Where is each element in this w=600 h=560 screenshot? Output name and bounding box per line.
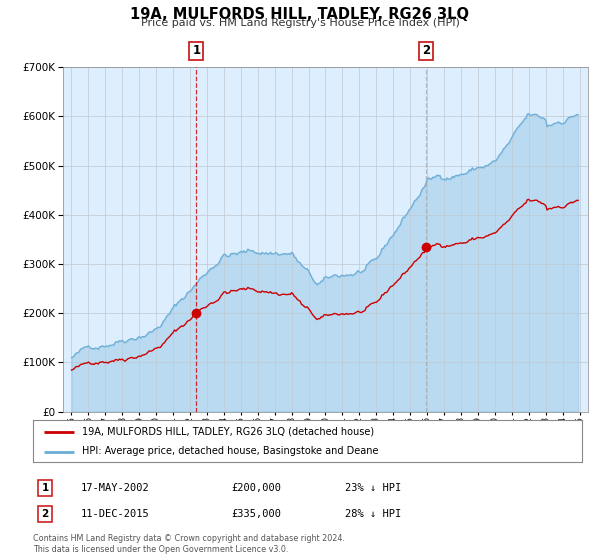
Text: 28% ↓ HPI: 28% ↓ HPI xyxy=(345,509,401,519)
Text: 11-DEC-2015: 11-DEC-2015 xyxy=(81,509,150,519)
Text: 17-MAY-2002: 17-MAY-2002 xyxy=(81,483,150,493)
Text: 2: 2 xyxy=(41,509,49,519)
Text: 2: 2 xyxy=(422,44,430,58)
Text: 1: 1 xyxy=(192,44,200,58)
Text: £200,000: £200,000 xyxy=(231,483,281,493)
Text: 1: 1 xyxy=(41,483,49,493)
Text: This data is licensed under the Open Government Licence v3.0.: This data is licensed under the Open Gov… xyxy=(33,545,289,554)
Text: 23% ↓ HPI: 23% ↓ HPI xyxy=(345,483,401,493)
Text: Price paid vs. HM Land Registry's House Price Index (HPI): Price paid vs. HM Land Registry's House … xyxy=(140,18,460,29)
Text: £335,000: £335,000 xyxy=(231,509,281,519)
Text: 19A, MULFORDS HILL, TADLEY, RG26 3LQ: 19A, MULFORDS HILL, TADLEY, RG26 3LQ xyxy=(131,7,470,22)
Text: Contains HM Land Registry data © Crown copyright and database right 2024.: Contains HM Land Registry data © Crown c… xyxy=(33,534,345,543)
Text: 19A, MULFORDS HILL, TADLEY, RG26 3LQ (detached house): 19A, MULFORDS HILL, TADLEY, RG26 3LQ (de… xyxy=(82,427,374,437)
Text: HPI: Average price, detached house, Basingstoke and Deane: HPI: Average price, detached house, Basi… xyxy=(82,446,379,456)
